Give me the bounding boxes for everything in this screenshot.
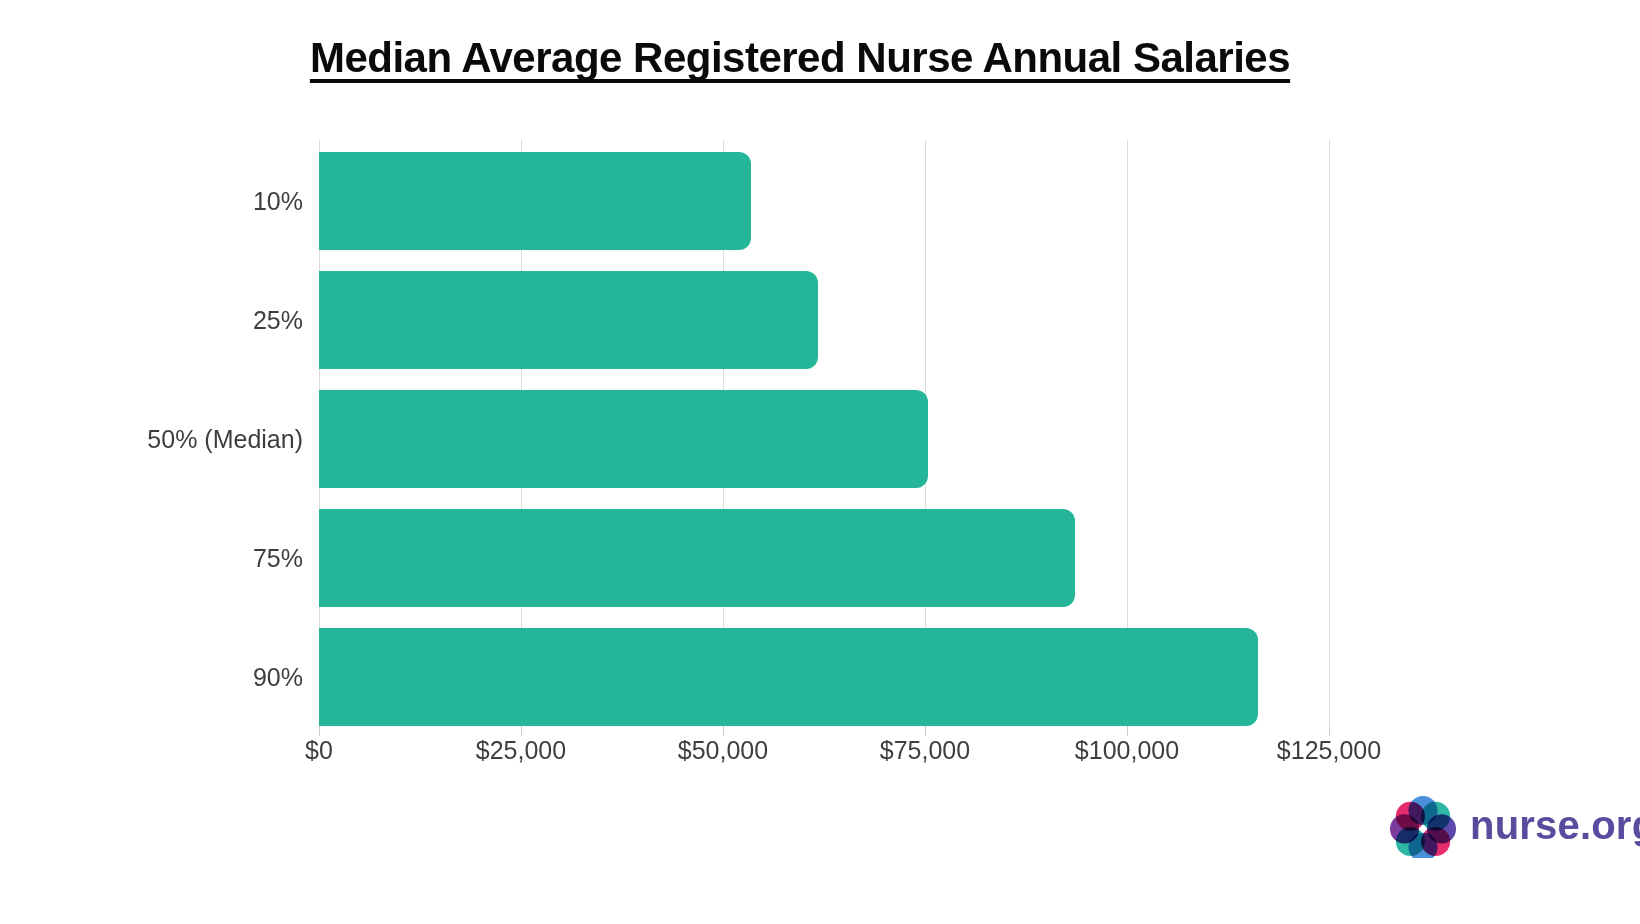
bar-90 bbox=[319, 628, 1258, 726]
x-axis-tick bbox=[319, 726, 320, 736]
bar-50-median bbox=[319, 390, 928, 488]
bar-10 bbox=[319, 152, 751, 250]
x-axis-label: $125,000 bbox=[1219, 736, 1439, 765]
nurse-org-flower-icon bbox=[1390, 792, 1456, 858]
chart-title: Median Average Registered Nurse Annual S… bbox=[0, 34, 1600, 82]
y-axis-label: 75% bbox=[23, 542, 303, 574]
logo-petal bbox=[1396, 802, 1425, 831]
x-axis-tick bbox=[723, 726, 724, 736]
x-axis-tick bbox=[1329, 726, 1330, 736]
y-axis-label: 90% bbox=[23, 661, 303, 693]
x-axis-label: $0 bbox=[209, 736, 429, 765]
x-axis-tick bbox=[925, 726, 926, 736]
x-axis-tick bbox=[521, 726, 522, 736]
bar-25 bbox=[319, 271, 818, 369]
y-axis-label: 50% (Median) bbox=[23, 423, 303, 455]
nurse-org-logo[interactable]: nurse.org bbox=[1390, 792, 1640, 858]
y-axis-label: 10% bbox=[23, 185, 303, 217]
x-axis-label: $50,000 bbox=[613, 736, 833, 765]
gridline-x-125000 bbox=[1329, 140, 1330, 726]
chart-canvas: Median Average Registered Nurse Annual S… bbox=[0, 0, 1640, 924]
bar-75 bbox=[319, 509, 1075, 607]
x-axis-tick bbox=[1127, 726, 1128, 736]
logo-text: nurse.org bbox=[1470, 803, 1640, 848]
x-axis-label: $25,000 bbox=[411, 736, 631, 765]
x-axis-label: $75,000 bbox=[815, 736, 1035, 765]
x-axis-label: $100,000 bbox=[1017, 736, 1237, 765]
y-axis-label: 25% bbox=[23, 304, 303, 336]
